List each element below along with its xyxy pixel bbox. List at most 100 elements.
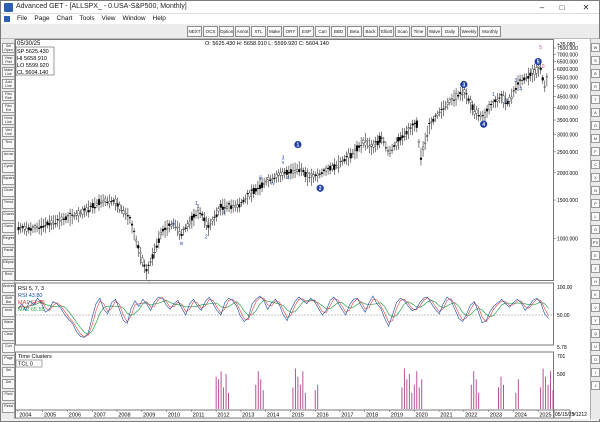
toolbar-button-ory-beta[interactable]: ORY Beta xyxy=(283,26,298,37)
right-tool-m-7[interactable]: M xyxy=(591,134,600,143)
right-tool-v-20[interactable]: V xyxy=(591,303,600,312)
maximize-button[interactable]: □ xyxy=(559,3,565,12)
price-bar-body xyxy=(199,212,202,214)
sidebar-tool-horiz-line[interactable]: Horiz Line xyxy=(2,115,15,125)
sidebar-tool-square[interactable]: Square xyxy=(2,175,15,185)
right-tool-n-11[interactable]: N xyxy=(591,186,600,195)
sidebar-tool-cycle[interactable]: Cycle xyxy=(2,163,15,173)
price-bar-body xyxy=(376,140,379,146)
toolbar-button-esp[interactable]: ESP xyxy=(299,26,314,37)
toolbar-button-options-pro[interactable]: Options Pro xyxy=(219,26,234,37)
price-bar-body xyxy=(364,142,367,146)
toolbar-button-wave-text[interactable]: Wave Text xyxy=(427,26,442,37)
sidebar-tool-sel-open[interactable]: Sel Open xyxy=(2,43,15,53)
sidebar-tool-andrew[interactable]: Andrew xyxy=(2,283,15,293)
sidebar-tool-vert-line[interactable]: Vert Line xyxy=(2,127,15,137)
right-tool-t-4[interactable]: T xyxy=(591,95,600,104)
right-tool-z-17[interactable]: Z xyxy=(591,264,600,273)
right-tool-f-8[interactable]: F xyxy=(591,147,600,156)
right-tool-q-22[interactable]: Q xyxy=(591,329,600,338)
price-bar-body xyxy=(281,171,284,176)
right-tool-j-26[interactable]: J xyxy=(591,381,600,390)
toolbar-button-bbd[interactable]: BBD xyxy=(331,26,346,37)
sidebar-tool-fibo-ext[interactable]: Fibo Ext xyxy=(2,103,15,113)
right-tool-s-1[interactable]: S xyxy=(591,56,600,65)
sidebar-tool-shift-bar[interactable]: Shift Bar xyxy=(2,295,15,305)
sidebar-tool-pivot[interactable]: Pivot xyxy=(2,391,15,401)
sidebar-tool-add-line[interactable]: Add Line xyxy=(2,79,15,89)
toolbar-button-ocs[interactable]: OCS xyxy=(203,26,218,37)
info-cl: CL 5604.140 xyxy=(17,70,48,76)
right-tool-i-25[interactable]: I xyxy=(591,368,600,377)
right-tool-l-13[interactable]: L xyxy=(591,212,600,221)
close-button[interactable]: ✕ xyxy=(582,3,590,12)
right-tool-g-14[interactable]: G xyxy=(591,225,600,234)
sidebar-tool-rect[interactable]: Rect xyxy=(2,271,15,281)
price-bar-body xyxy=(521,80,524,81)
sidebar-tool-del[interactable]: Del xyxy=(2,379,15,389)
sidebar-tool-sel[interactable]: Sel xyxy=(2,367,15,377)
right-tool-y-21[interactable]: Y xyxy=(591,316,600,325)
right-tool-c-9[interactable]: C xyxy=(591,160,600,169)
menu-help[interactable]: Help xyxy=(152,15,166,22)
right-tool-r-3[interactable]: R xyxy=(591,82,600,91)
price-bar-body xyxy=(483,112,487,118)
sidebar-tool-arrow[interactable]: Arrow xyxy=(2,151,15,161)
toolbar-button-xtl[interactable]: XTL xyxy=(251,26,266,37)
sidebar-tool-wave[interactable]: Wave xyxy=(2,319,15,329)
right-tool-a-5[interactable]: A xyxy=(591,108,600,117)
price-bar-body xyxy=(27,227,30,231)
wave-label: 0 xyxy=(542,64,545,70)
sidebar-tool-make-line[interactable]: Make Line xyxy=(2,67,15,77)
right-tool-pti-15[interactable]: PTI xyxy=(591,238,600,247)
right-tool-b-2[interactable]: B xyxy=(591,69,600,78)
right-tool-d-6[interactable]: D xyxy=(591,121,600,130)
right-tool-o-24[interactable]: O xyxy=(591,355,600,364)
sidebar-tool-text[interactable]: Text xyxy=(2,139,15,149)
toolbar-button-annot[interactable]: Annot xyxy=(235,26,250,37)
sidebar-tool-page[interactable]: Page xyxy=(2,355,15,365)
toolbar-button-scan[interactable]: Scan xyxy=(395,26,410,37)
minimize-button[interactable]: – xyxy=(539,3,545,12)
toolbar-button-next-bars[interactable]: NEXT BARS xyxy=(187,26,202,37)
sidebar-tool-parall[interactable]: Parall xyxy=(2,247,15,257)
right-tool-w-0[interactable]: W xyxy=(591,43,600,52)
right-tool-u-23[interactable]: U xyxy=(591,342,600,351)
sidebar-tool-clear[interactable]: Clear xyxy=(2,331,15,341)
menu-file[interactable]: File xyxy=(16,15,28,22)
price-tick-label: 6500.000 xyxy=(557,60,578,66)
sidebar-tool-circle[interactable]: Circle xyxy=(2,187,15,197)
sidebar-tool-retra[interactable]: Retra xyxy=(2,403,15,413)
sidebar-tool-ellipse[interactable]: Ellipse xyxy=(2,259,15,269)
right-tool-e-16[interactable]: E xyxy=(591,251,600,260)
toolbar-button-make[interactable]: Make xyxy=(267,26,282,37)
menu-window[interactable]: Window xyxy=(122,15,146,22)
chart-area[interactable]: 05/30/25 SP 5625.430 HI 5658.910 LO 5599.92… xyxy=(15,39,590,419)
timeframe-weekly-button[interactable]: Weekly xyxy=(460,26,478,37)
sidebar-tool-gann[interactable]: Gann xyxy=(2,223,15,233)
timeframe-monthly-button[interactable]: Monthly xyxy=(479,26,501,37)
sidebar-tool-curr[interactable]: Curr xyxy=(2,343,15,353)
sidebar-tool-fibo-retr[interactable]: Fibo Retr xyxy=(2,91,15,101)
menu-tools[interactable]: Tools xyxy=(79,15,95,22)
right-tool-k-19[interactable]: K xyxy=(591,290,600,299)
right-tool-x-10[interactable]: X xyxy=(591,173,600,182)
right-tool-p-12[interactable]: P xyxy=(591,199,600,208)
sidebar-tool-view-pref[interactable]: View Pref xyxy=(2,55,15,65)
sidebar-tool-regress[interactable]: Regress xyxy=(2,235,15,245)
right-tool-h-18[interactable]: H xyxy=(591,277,600,286)
toolbar-button-beta[interactable]: Beta xyxy=(347,26,362,37)
toolbar-button-time-clust[interactable]: Time Clust xyxy=(411,26,426,37)
toolbar-button-back[interactable]: Back xyxy=(363,26,378,37)
sidebar-tool-arch[interactable]: Arch xyxy=(2,307,15,317)
toolbar-button-elliott[interactable]: Elliott xyxy=(379,26,394,37)
price-bar-body xyxy=(539,67,542,70)
toolbar-button-can[interactable]: Can xyxy=(315,26,330,37)
menu-view[interactable]: View xyxy=(101,15,116,22)
price-bar-body xyxy=(512,90,515,92)
timeframe-daily-button[interactable]: Daily xyxy=(441,26,459,37)
menu-chart[interactable]: Chart xyxy=(56,15,73,22)
sidebar-tool-channel[interactable]: Channel xyxy=(2,211,15,221)
sidebar-tool-trend[interactable]: Trend xyxy=(2,199,15,209)
menu-page[interactable]: Page xyxy=(34,15,50,22)
